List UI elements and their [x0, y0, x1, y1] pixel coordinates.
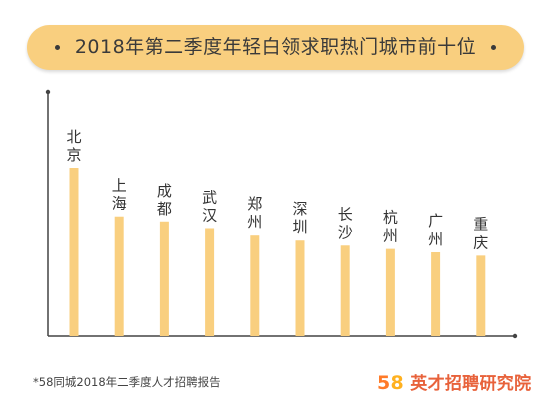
bar-label-4-char-1: 武: [202, 188, 217, 206]
bar-label-7-char-1: 长: [338, 205, 353, 223]
bar-label-6-char-2: 圳: [292, 218, 307, 236]
bar-label-6-char-1: 深: [292, 200, 307, 218]
bar-4: [205, 228, 215, 336]
bar-label-3-char-2: 都: [157, 200, 172, 218]
title-dot-left: [55, 45, 60, 50]
bar-label-10-char-2: 庆: [473, 233, 488, 251]
chart-title-banner: 2018年第二季度年轻白领求职热门城市前十位: [27, 25, 524, 70]
brand-logo-digit-five: 5: [377, 372, 391, 394]
brand-logo-number: 58: [377, 372, 404, 394]
bar-label-5-char-1: 郑: [247, 195, 262, 213]
bar-label-1-char-2: 京: [66, 146, 81, 164]
y-axis-end-dot: [45, 89, 51, 95]
chart-title: 2018年第二季度年轻白领求职热门城市前十位: [74, 36, 477, 58]
bar-label-9-char-1: 广: [428, 212, 443, 230]
source-footnote: *58同城2018年二季度人才招聘报告: [33, 375, 221, 389]
bar-label-3-char-1: 成: [157, 182, 172, 200]
bar-6: [295, 240, 305, 336]
title-dot-right: [491, 45, 496, 50]
bar-label-2-char-2: 海: [112, 195, 127, 213]
bar-label-10-char-1: 重: [473, 215, 488, 233]
bar-3: [159, 221, 169, 336]
bar-label-1-char-1: 北: [66, 128, 81, 146]
bar-8: [385, 248, 395, 336]
bar-label-8-char-1: 杭: [383, 209, 398, 227]
bar-1: [69, 168, 79, 336]
bar-9: [431, 252, 441, 336]
bar-7: [340, 245, 350, 336]
bar-label-7-char-2: 沙: [338, 223, 353, 241]
bar-label-5-char-2: 州: [247, 213, 262, 231]
bar-2: [114, 216, 124, 336]
brand-logo-digit-eight: 8: [390, 372, 405, 394]
bar-label-2-char-1: 上: [112, 177, 127, 195]
bar-label-8-char-2: 州: [383, 227, 398, 245]
brand-logo: 58 英才招聘研究院: [377, 369, 531, 394]
brand-name: 英才招聘研究院: [410, 374, 532, 394]
bar-label-4-char-2: 汉: [202, 206, 217, 224]
bar-10: [476, 255, 486, 336]
bar-label-9-char-2: 州: [428, 230, 443, 248]
x-axis-end-dot: [512, 333, 518, 339]
bar-5: [250, 235, 260, 336]
